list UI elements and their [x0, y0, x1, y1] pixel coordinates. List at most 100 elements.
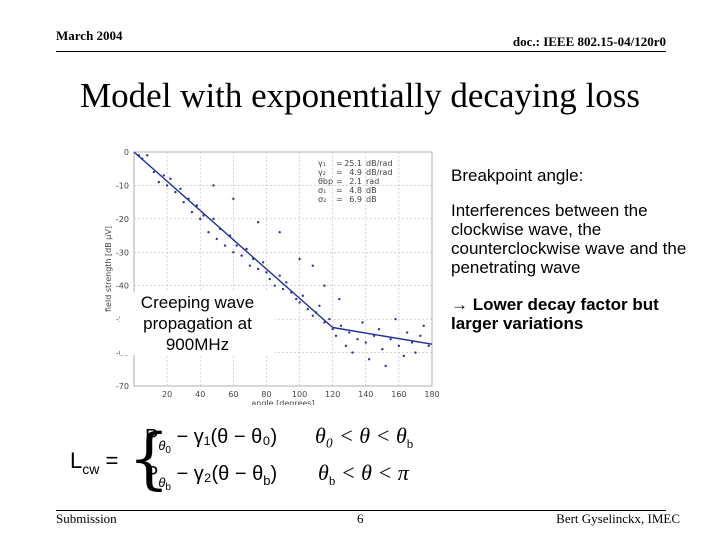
- data-point: [414, 351, 417, 354]
- legend-value: 2.1: [349, 177, 362, 186]
- data-point: [419, 334, 422, 338]
- data-point: [235, 244, 238, 247]
- data-point: [162, 174, 165, 177]
- footer-divider: [56, 510, 666, 511]
- legend-value: 25.1: [344, 159, 362, 168]
- data-point: [223, 244, 227, 247]
- data-point: [410, 341, 414, 344]
- legend-unit: dB: [366, 195, 377, 204]
- data-point: [248, 264, 252, 267]
- data-point: [397, 344, 401, 348]
- data-point: [278, 231, 281, 234]
- data-point: [381, 348, 384, 351]
- data-point: [384, 364, 387, 368]
- y-tick-label: -20: [116, 215, 129, 224]
- decay-note: → Lower decay factor but larger variatio…: [451, 295, 691, 333]
- scatter-plot: 204060801001201401601800-10-20-30-40-50-…: [104, 148, 440, 405]
- interference-text: Interferences between the clockwise wave…: [451, 201, 687, 277]
- legend-equals: =: [336, 177, 343, 186]
- data-point: [232, 197, 235, 200]
- legend-equals: =: [336, 195, 343, 204]
- data-point: [182, 200, 185, 204]
- data-point: [427, 344, 430, 348]
- data-point: [364, 341, 367, 344]
- breakpoint-colon: :: [578, 166, 584, 185]
- data-point: [311, 314, 314, 317]
- footer-submission: Submission: [56, 511, 117, 526]
- data-point: [306, 307, 310, 311]
- data-point: [344, 344, 348, 348]
- x-tick-label: 160: [391, 390, 406, 399]
- data-point: [389, 338, 392, 341]
- data-point: [165, 184, 169, 187]
- x-tick-label: 80: [261, 390, 271, 399]
- data-point: [207, 231, 210, 234]
- legend-unit: dB: [366, 186, 377, 195]
- legend-symbol: γ₂: [318, 168, 326, 177]
- fit-line-2: [332, 326, 433, 345]
- x-tick-label: 60: [228, 390, 238, 399]
- data-point: [348, 331, 351, 334]
- data-point: [367, 358, 371, 361]
- y-tick-label: 0: [124, 148, 129, 157]
- legend-equals: =: [336, 159, 343, 168]
- y-tick-label: -30: [116, 248, 129, 257]
- data-point: [190, 210, 194, 214]
- legend-unit: dB/rad: [366, 168, 393, 177]
- x-tick-label: 100: [292, 390, 307, 399]
- data-point: [301, 294, 305, 297]
- x-tick-label: 140: [358, 390, 373, 399]
- data-point: [245, 247, 248, 251]
- data-point: [179, 187, 182, 190]
- legend-equals: =: [336, 186, 343, 195]
- data-point: [278, 274, 281, 277]
- data-point: [422, 324, 425, 328]
- legend-symbol: σ₁: [318, 186, 326, 195]
- data-point: [265, 271, 268, 274]
- breakpoint-heading: Breakpoint angle:: [451, 166, 691, 185]
- y-tick-label: -70: [116, 382, 129, 391]
- data-point: [323, 321, 326, 324]
- data-point: [232, 251, 235, 254]
- legend-symbol: γ₁: [318, 159, 326, 168]
- formula-lhs: Lcw =: [70, 448, 118, 477]
- x-tick-label: 40: [195, 390, 205, 399]
- data-point: [328, 317, 331, 321]
- data-point: [339, 324, 343, 328]
- data-point: [285, 281, 288, 284]
- data-point: [169, 177, 172, 180]
- header-divider: [56, 51, 666, 52]
- x-tick-label: 20: [162, 390, 172, 399]
- legend-value: 4.9: [349, 168, 362, 177]
- data-point: [212, 217, 215, 221]
- data-point: [334, 334, 338, 338]
- legend-symbol: σ₂: [318, 195, 326, 204]
- x-tick-label: 120: [325, 390, 340, 399]
- data-point: [256, 221, 260, 224]
- y-tick-label: -10: [116, 181, 129, 190]
- data-point: [361, 321, 364, 324]
- legend-unit: dB/rad: [366, 159, 393, 168]
- legend-symbol: θbp: [318, 177, 333, 186]
- data-point: [351, 351, 354, 354]
- formula-row2-condition: θb < θ < π: [318, 460, 410, 488]
- creeping-wave-label: Creeping wave propagation at 900MHz: [120, 292, 275, 355]
- breakpoint-label: Breakpoint angle: [451, 166, 579, 185]
- data-point: [152, 170, 156, 174]
- data-point: [261, 261, 265, 264]
- formula-brace: {: [128, 420, 170, 497]
- data-point: [295, 297, 298, 301]
- footer-author: Bert Gyselinckx, IMEC: [556, 511, 680, 526]
- data-point: [405, 331, 409, 334]
- data-point: [402, 354, 406, 358]
- legend-value: 4.8: [349, 186, 362, 195]
- data-point: [215, 237, 218, 241]
- data-point: [298, 301, 301, 304]
- formula-row2: Pθb − γ₂(θ − θb): [145, 463, 277, 493]
- formula-row1-condition: θ₀ < θ < θb: [315, 423, 413, 451]
- data-point: [377, 327, 381, 331]
- data-point: [174, 190, 177, 194]
- data-point: [199, 217, 202, 221]
- data-point: [394, 317, 397, 321]
- data-point: [195, 204, 199, 207]
